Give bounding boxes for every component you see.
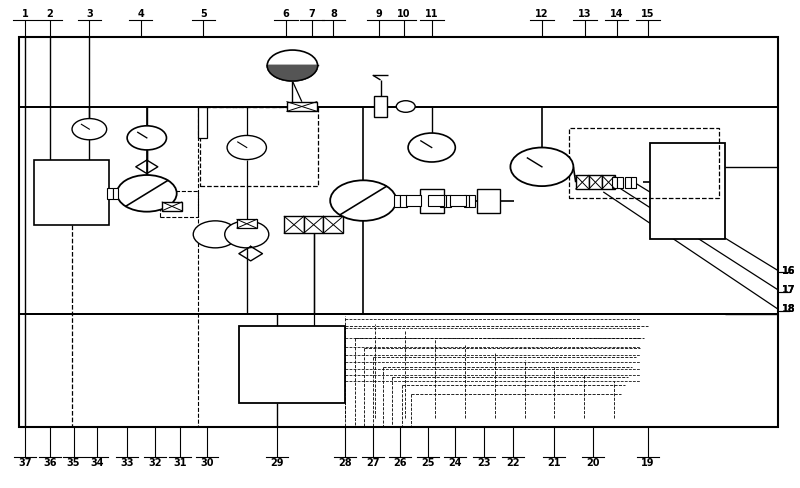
Text: 17: 17 xyxy=(782,285,795,295)
Text: 28: 28 xyxy=(338,458,352,468)
Circle shape xyxy=(117,175,177,212)
Bar xyxy=(18,37,778,427)
Text: 12: 12 xyxy=(535,9,549,19)
Text: 29: 29 xyxy=(270,458,283,468)
Circle shape xyxy=(127,126,166,150)
Bar xyxy=(428,195,443,206)
Bar xyxy=(446,195,451,206)
Bar xyxy=(400,195,406,206)
Bar xyxy=(287,102,317,111)
Bar xyxy=(631,177,636,187)
Text: 20: 20 xyxy=(586,458,600,468)
Text: 37: 37 xyxy=(18,458,31,468)
Circle shape xyxy=(510,147,574,186)
Bar xyxy=(394,195,400,206)
Text: 27: 27 xyxy=(366,458,379,468)
Circle shape xyxy=(72,119,106,140)
Text: 35: 35 xyxy=(67,458,80,468)
Text: 31: 31 xyxy=(173,458,186,468)
Bar xyxy=(576,176,589,189)
Bar xyxy=(477,188,500,213)
Bar xyxy=(239,326,345,403)
Text: 30: 30 xyxy=(201,458,214,468)
Bar xyxy=(626,177,631,187)
Text: 11: 11 xyxy=(425,9,438,19)
Bar xyxy=(162,202,182,211)
Bar xyxy=(406,195,422,206)
Text: 21: 21 xyxy=(547,458,561,468)
Bar xyxy=(602,176,615,189)
Bar xyxy=(618,177,623,187)
Circle shape xyxy=(408,133,455,162)
Text: 18: 18 xyxy=(782,304,795,314)
Text: 5: 5 xyxy=(200,9,207,19)
Text: 13: 13 xyxy=(578,9,592,19)
Text: 18: 18 xyxy=(782,304,795,314)
Text: 24: 24 xyxy=(449,458,462,468)
Polygon shape xyxy=(267,65,318,81)
Bar xyxy=(464,195,470,206)
Text: 4: 4 xyxy=(137,9,144,19)
Text: 25: 25 xyxy=(421,458,434,468)
Bar xyxy=(589,176,602,189)
Text: 3: 3 xyxy=(86,9,93,19)
Text: 22: 22 xyxy=(506,458,519,468)
Bar xyxy=(198,106,207,138)
Circle shape xyxy=(267,50,318,81)
Text: 14: 14 xyxy=(610,9,623,19)
Text: 16: 16 xyxy=(782,265,795,276)
Bar xyxy=(113,188,118,199)
Text: 33: 33 xyxy=(120,458,134,468)
Bar xyxy=(570,128,719,198)
Bar xyxy=(470,195,475,206)
Bar xyxy=(650,142,726,239)
Bar xyxy=(323,216,343,233)
Bar xyxy=(284,216,304,233)
Text: 7: 7 xyxy=(309,9,315,19)
Bar xyxy=(420,188,443,213)
Circle shape xyxy=(330,181,396,221)
Text: 6: 6 xyxy=(282,9,290,19)
Text: 34: 34 xyxy=(90,458,104,468)
Circle shape xyxy=(194,221,238,248)
Bar xyxy=(199,106,318,186)
Bar xyxy=(34,160,109,224)
Text: 19: 19 xyxy=(642,458,655,468)
Text: 17: 17 xyxy=(782,285,795,295)
Bar xyxy=(612,177,618,187)
Text: 8: 8 xyxy=(330,9,337,19)
Text: 36: 36 xyxy=(43,458,57,468)
Bar xyxy=(450,195,466,206)
Text: 9: 9 xyxy=(375,9,382,19)
Bar xyxy=(160,191,198,218)
Circle shape xyxy=(396,101,415,112)
Bar xyxy=(440,195,446,206)
Text: 23: 23 xyxy=(478,458,491,468)
Circle shape xyxy=(225,221,269,248)
Bar xyxy=(374,96,387,117)
Text: 26: 26 xyxy=(394,458,407,468)
Text: 15: 15 xyxy=(642,9,655,19)
Text: 2: 2 xyxy=(46,9,54,19)
Bar xyxy=(237,220,257,228)
Text: 1: 1 xyxy=(22,9,28,19)
Bar xyxy=(107,188,113,199)
Bar xyxy=(304,216,323,233)
Circle shape xyxy=(227,136,266,160)
Text: 32: 32 xyxy=(148,458,162,468)
Text: 10: 10 xyxy=(398,9,411,19)
Text: 16: 16 xyxy=(782,265,795,276)
